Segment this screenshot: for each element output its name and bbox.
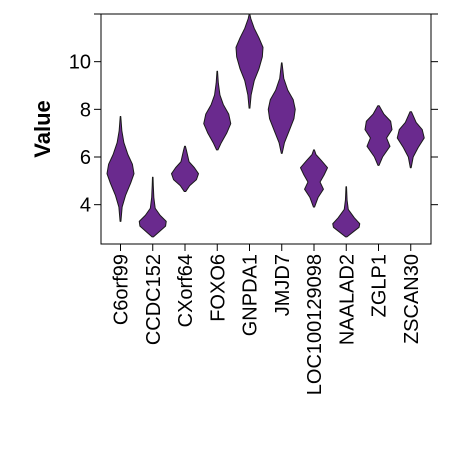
x-tick-label: C6orf99 (111, 254, 133, 325)
violin-ccdc152 (138, 176, 167, 238)
y-axis: 4 6 8 10 (69, 13, 438, 217)
plot-frame (100, 13, 432, 245)
y-tick-label: 8 (80, 99, 91, 121)
y-tick-label: 4 (80, 195, 91, 217)
y-tick-label: 10 (69, 52, 91, 74)
violin-zglp1 (364, 105, 393, 166)
violin-c6orf99 (106, 115, 135, 222)
y-tick-label: 6 (80, 147, 91, 169)
x-tick-label: GNPDA1 (240, 254, 262, 336)
x-axis: C6orf99 CCDC152 CXorf64 FOXO6 GNPDA1 JMJD7 LOC… (111, 244, 423, 395)
x-tick-label: LOC100129098 (304, 254, 326, 395)
violin-foxo6 (203, 70, 232, 151)
violin-jmjd7 (267, 62, 296, 154)
violin-gnpda1 (235, 13, 264, 109)
violin-cxorf64 (171, 145, 199, 193)
y-axis-label: Value (30, 100, 55, 157)
violin-loc100129098 (300, 149, 328, 208)
x-tick-label: JMJD7 (272, 254, 294, 316)
x-tick-label: NAALAD2 (336, 254, 358, 345)
x-tick-label: CCDC152 (143, 254, 165, 345)
x-tick-label: FOXO6 (207, 254, 229, 322)
violin-naalad2 (332, 186, 361, 238)
x-tick-label: ZGLP1 (369, 254, 391, 317)
violin-zscan30 (396, 111, 425, 169)
violin-series (106, 13, 425, 238)
x-tick-label: ZSCAN30 (401, 254, 423, 344)
x-tick-label: CXorf64 (175, 254, 197, 327)
